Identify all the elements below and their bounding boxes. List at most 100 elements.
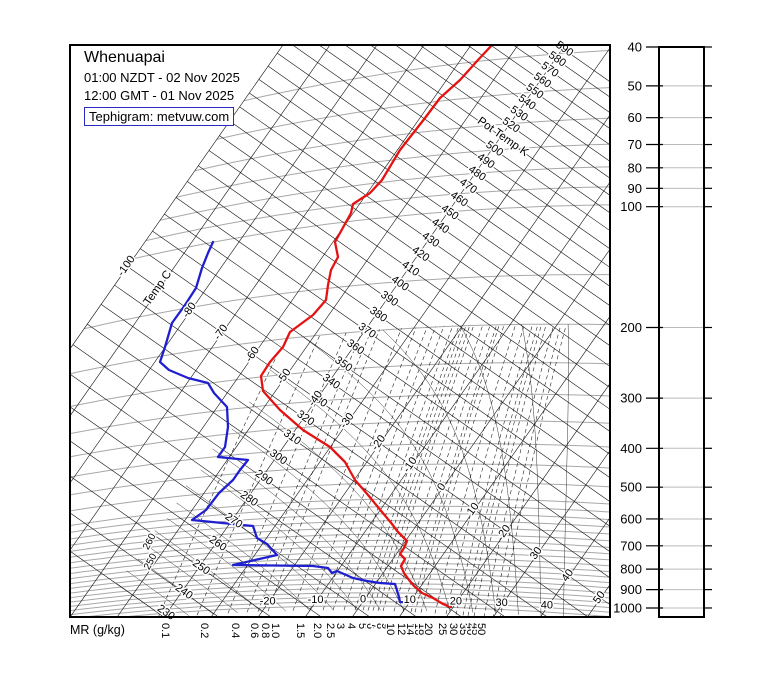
dry-adiabat-line xyxy=(140,248,610,579)
isotherm-line xyxy=(163,45,566,617)
mixing-ratio-line xyxy=(367,324,463,611)
dry-adiabat-line xyxy=(490,45,610,130)
dry-adiabat-line xyxy=(101,304,548,617)
mr-tick-label: 9 xyxy=(379,623,391,629)
mixing-ratio-line xyxy=(158,358,276,617)
dry-adiabat-line xyxy=(175,197,610,503)
mr-tick-label: 14 xyxy=(404,623,416,635)
saturated-adiabat-line xyxy=(231,428,405,611)
mixing-ratio-line xyxy=(246,331,363,613)
mixing-ratio-line xyxy=(227,332,347,614)
mixing-ratio-line xyxy=(322,326,428,611)
mixing-ratio-line xyxy=(434,324,516,614)
dry-adiabat-line xyxy=(127,266,610,606)
dry-adiabat-line xyxy=(198,165,610,455)
isotherm-line xyxy=(210,47,610,617)
pressure-tick-label: 900 xyxy=(620,582,642,597)
mixing-ratio-line xyxy=(414,324,500,613)
dry-adiabat-line xyxy=(164,213,610,527)
mixing-ratio-line xyxy=(372,324,467,611)
dry-adiabat-line xyxy=(344,45,610,232)
mr-tick-label: 4 xyxy=(345,623,357,629)
dry-adiabat-line xyxy=(70,373,418,617)
pressure-tick-label: 700 xyxy=(620,538,642,553)
dry-adiabat-line xyxy=(219,135,610,410)
mixing-ratio-line xyxy=(467,324,542,616)
pot-temp-tick-label: 410 xyxy=(399,259,421,279)
pressure-tick-label: 50 xyxy=(628,78,642,93)
saturated-adiabat-line xyxy=(145,543,238,613)
dry-adiabat-line xyxy=(70,475,272,617)
saturated-adiabat-line xyxy=(212,448,381,611)
mixing-ratio-line xyxy=(492,325,561,617)
saturated-adiabat-line xyxy=(382,329,496,614)
mr-tick-label: 12 xyxy=(395,623,407,635)
mixing-ratio-line xyxy=(500,325,567,617)
pot-temp-tick-label: 430 xyxy=(420,230,442,250)
local-time-label: 01:00 NZDT - 02 Nov 2025 xyxy=(84,70,240,85)
mr-tick-label: 0.4 xyxy=(229,623,241,638)
dry-adiabat-line xyxy=(229,120,610,388)
mr-tick-label: 25 xyxy=(436,623,448,635)
isobar-line xyxy=(216,87,610,140)
pot-temp-tick-label: 400 xyxy=(389,273,411,293)
mr-tick-label: 7 xyxy=(369,623,381,629)
pressure-axis: 40 50 60 70 80 90 100 200 300 400 500 600 700 800 900 1… xyxy=(613,40,712,618)
dry-adiabat-line xyxy=(267,65,610,307)
mr-tick-label: 35 xyxy=(457,623,469,635)
mr-tick-label: 8 xyxy=(374,623,386,629)
pressure-tick-label: 40 xyxy=(628,40,642,55)
dry-adiabat-line xyxy=(557,45,610,83)
mixing-ratio-line xyxy=(309,327,417,611)
dry-adiabat-line xyxy=(208,150,610,432)
temperature-trace xyxy=(259,45,494,609)
dry-adiabat-line xyxy=(466,45,610,146)
isotherm-line xyxy=(445,382,610,617)
dry-adiabat-line xyxy=(369,45,610,214)
saturated-adiabat-line xyxy=(269,369,451,612)
mixing-ratio-line xyxy=(292,328,402,611)
pressure-tick-label: 500 xyxy=(620,480,642,495)
dry-adiabat-line xyxy=(249,92,610,347)
pressure-tick-label: 80 xyxy=(628,160,642,175)
pot-temp-tick-label: 340 xyxy=(320,372,342,392)
isotherm-line xyxy=(70,45,425,551)
pressure-tick-label: 600 xyxy=(620,511,642,526)
isotherm-line xyxy=(70,45,378,484)
mixing-ratio-line xyxy=(462,324,539,616)
mixing-ratio-line xyxy=(483,325,554,617)
pot-temp-tick-label: 260 xyxy=(207,533,229,553)
station-title: Whenuapai xyxy=(84,49,165,66)
isotherm-line xyxy=(539,517,610,617)
dry-adiabat-line xyxy=(443,45,610,162)
mixing-ratio-line xyxy=(473,324,547,617)
mr-tick-label: 18 xyxy=(416,623,428,635)
saturated-adiabat-line xyxy=(126,570,189,616)
label-layer: 2302402502602702802903003103203303403503… xyxy=(114,37,610,639)
mr-tick-label: 45 xyxy=(469,623,481,635)
metvuw-watermark-link[interactable]: Tephigram: metvuw.com xyxy=(84,107,235,126)
dry-adiabat-line xyxy=(394,45,610,196)
mixing-ratio-line xyxy=(410,324,498,613)
isotherm-line xyxy=(116,45,519,617)
mixing-ratio-line xyxy=(362,324,460,611)
mr-tick-label: 5 xyxy=(356,623,368,629)
mixing-ratio-line xyxy=(343,325,445,611)
mr-tick-label: 2.5 xyxy=(324,623,336,638)
mr-tick-label: 20 xyxy=(422,623,434,635)
pot-temp-tick-label: 360 xyxy=(344,337,366,357)
mr-tick-label: 30 xyxy=(447,623,459,635)
isotherm-line xyxy=(492,449,610,617)
mixing-ratio-line xyxy=(377,324,471,611)
mixing-ratio-line xyxy=(196,335,320,616)
surface-temp-tick-label: 20 xyxy=(450,595,462,607)
surface-temp-tick-label: 30 xyxy=(495,597,507,609)
dry-adiabat-line xyxy=(292,45,610,268)
pressure-axis-column xyxy=(658,46,705,618)
mixing-ratio-line xyxy=(445,324,525,615)
mr-tick-label: 2.0 xyxy=(311,623,323,638)
dry-adiabat-line xyxy=(114,284,589,617)
mixing-ratio-line xyxy=(332,326,436,611)
